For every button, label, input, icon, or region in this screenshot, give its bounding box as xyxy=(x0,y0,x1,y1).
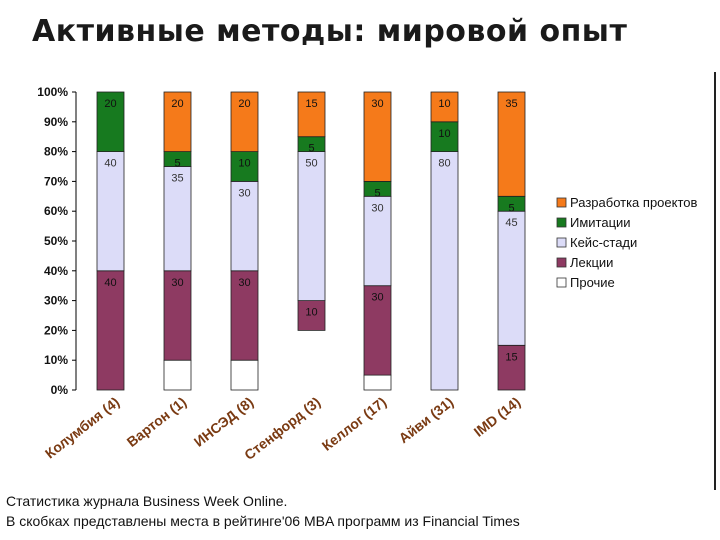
data-label: 35 xyxy=(505,98,517,110)
y-tick-label: 40% xyxy=(44,264,68,278)
data-label: 15 xyxy=(305,98,317,110)
category-label: Келлог (17) xyxy=(319,394,390,454)
bar-segment xyxy=(363,285,392,376)
data-label: 30 xyxy=(371,98,383,110)
bar-segment xyxy=(163,91,192,152)
data-label: 80 xyxy=(438,158,450,170)
data-label: 10 xyxy=(438,98,450,110)
y-tick-label: 50% xyxy=(44,234,68,248)
bar-segment xyxy=(363,91,392,182)
data-label: 10 xyxy=(438,128,450,140)
bar-segment xyxy=(230,151,259,182)
legend-label: Разработка проектов xyxy=(570,195,698,210)
right-divider xyxy=(714,72,716,490)
bar-segment xyxy=(230,359,259,391)
page-title: Активные методы: мировой опыт xyxy=(32,14,628,49)
footnote-ranking: В скобках представлены места в рейтинге'… xyxy=(6,513,520,529)
category-label: Колумбия (4) xyxy=(42,394,123,462)
data-label: 40 xyxy=(104,277,116,289)
bar-segment xyxy=(430,91,459,123)
bar-segment xyxy=(363,374,392,391)
bar-segment xyxy=(297,91,326,138)
legend-swatch xyxy=(556,217,567,228)
stacked-bar-chart: 0% 10% 20% 30% 40% 50% 60% 70% 80% 90% 100% 40 40 20 3… xyxy=(37,85,698,463)
data-label: 30 xyxy=(371,292,383,304)
bar-segment xyxy=(96,91,125,152)
data-label: 5 xyxy=(174,158,180,170)
bar-segment xyxy=(363,195,392,287)
data-label: 20 xyxy=(171,98,183,110)
bar-segment xyxy=(230,180,259,272)
data-label: 5 xyxy=(508,202,514,214)
y-tick-label: 70% xyxy=(44,174,68,188)
data-label: 10 xyxy=(238,158,250,170)
footnote-source: Статистика журнала Business Week Online. xyxy=(6,493,288,509)
legend-label: Лекции xyxy=(570,255,613,270)
bar-segment xyxy=(497,210,526,346)
data-label: 30 xyxy=(238,187,250,199)
legend-swatch xyxy=(556,237,567,248)
category-label: ИНСЭД (8) xyxy=(191,394,257,450)
bar-segment xyxy=(430,121,459,153)
legend-swatch xyxy=(556,197,567,208)
data-label: 50 xyxy=(305,158,317,170)
y-tick-label: 60% xyxy=(44,204,68,218)
bar-segment xyxy=(430,151,459,391)
legend-swatch xyxy=(556,277,567,288)
y-tick-label: 90% xyxy=(44,115,68,129)
data-label: 40 xyxy=(104,158,116,170)
category-label: Вартон (1) xyxy=(124,394,190,450)
bar-segment xyxy=(230,270,259,361)
data-label: 5 xyxy=(308,143,314,155)
data-label: 10 xyxy=(305,307,317,319)
category-label: IMD (14) xyxy=(471,394,524,440)
data-label: 30 xyxy=(371,202,383,214)
bar-segment xyxy=(163,359,192,391)
bar-segment xyxy=(297,151,326,302)
legend-label: Имитации xyxy=(570,215,631,230)
bar-segment xyxy=(230,91,259,152)
data-label: 5 xyxy=(374,187,380,199)
y-tick-label: 20% xyxy=(44,323,68,337)
data-label: 15 xyxy=(505,351,517,363)
bar-segment xyxy=(96,151,125,272)
bar-segment xyxy=(497,91,526,197)
y-tick-label: 10% xyxy=(44,353,68,367)
data-label: 20 xyxy=(104,98,116,110)
y-tick-label: 80% xyxy=(44,145,68,159)
category-label: Айви (31) xyxy=(395,394,456,446)
data-label: 45 xyxy=(505,217,517,229)
y-tick-label: 0% xyxy=(51,383,69,397)
legend-label: Кейс-стади xyxy=(570,235,637,250)
bar-segment xyxy=(96,270,125,391)
data-label: 35 xyxy=(171,173,183,185)
data-label: 20 xyxy=(238,98,250,110)
legend-swatch xyxy=(556,257,567,268)
legend-label: Прочие xyxy=(570,275,615,290)
bar-segment xyxy=(163,270,192,361)
data-label: 30 xyxy=(238,277,250,289)
y-tick-label: 100% xyxy=(37,85,68,99)
bar-segment xyxy=(297,300,326,331)
data-label: 30 xyxy=(171,277,183,289)
y-tick-label: 30% xyxy=(44,294,68,308)
bar-segment xyxy=(497,344,526,391)
